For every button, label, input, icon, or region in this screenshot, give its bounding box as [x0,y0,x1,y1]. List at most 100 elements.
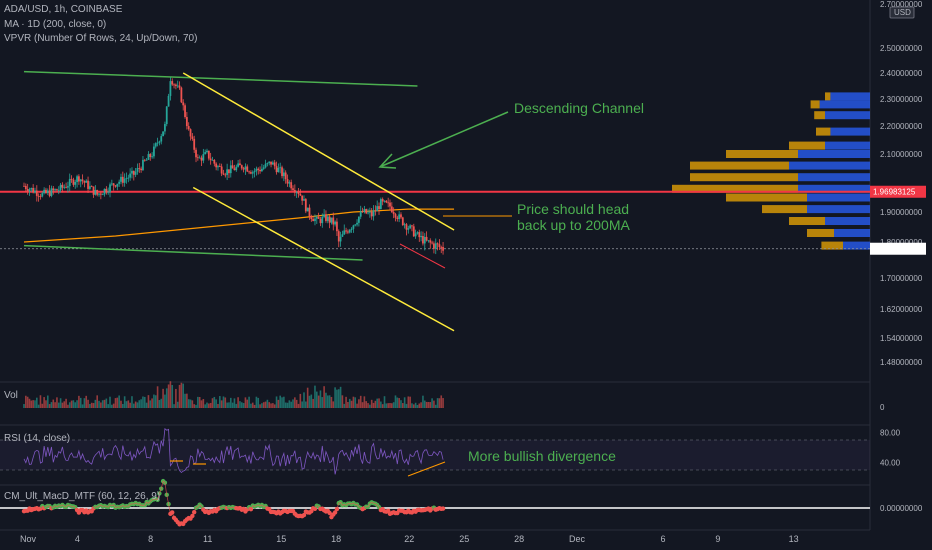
volume-bar [376,398,378,408]
candle-body [107,191,110,193]
candle-body [121,176,124,183]
volume-bar [79,397,82,408]
candle-body [191,136,194,139]
volume-bar [337,389,340,408]
volume-bar [306,387,309,408]
volume-bar [361,402,364,408]
candle-body [23,185,25,187]
volume-bar [127,400,130,408]
candle-body [202,154,205,161]
volume-bar [286,402,289,408]
candle-body [418,232,421,238]
volume-bar [253,404,256,408]
time-tick-label: 13 [789,534,799,544]
volume-bar [160,398,163,408]
candle-body [114,185,117,187]
candle-body [237,163,240,167]
candle-body [420,236,423,238]
candle-body [28,189,31,192]
vpvr-up-bar [789,217,825,225]
candle-body [103,188,106,195]
volume-bar [314,385,316,408]
candle-body [282,172,285,177]
volume-bar [211,398,214,408]
candle-body [359,211,362,217]
volume-bar [134,401,137,408]
volume-bar [164,394,166,408]
candle-body [185,117,188,127]
candle-body [162,131,164,137]
volume-bar [68,402,71,408]
volume-bar [222,396,225,408]
candle-body [153,146,155,157]
candle-body [72,179,75,185]
volume-bar [284,402,287,408]
candle-body [109,184,111,192]
volume-bar [191,400,194,408]
candle-body [317,216,320,219]
ma-200-line [23,208,455,243]
candle-body [57,190,60,191]
vol-legend[interactable]: Vol [4,390,18,401]
candle-body [116,183,119,187]
candle-body [312,219,315,222]
volume-bar [370,399,373,408]
vpvr-legend[interactable]: VPVR (Number Of Rows, 24, Up/Down, 70) [4,33,198,44]
candle-body [433,243,435,249]
volume-bar [414,402,417,408]
volume-bar [336,389,338,408]
vpvr-up-bar [814,111,825,120]
vpvr-down-bar [834,229,870,237]
volume-bar [72,400,75,408]
candle-body [385,200,388,203]
ma-legend[interactable]: MA · 1D (200, close, 0) [4,19,107,30]
candle-body [405,224,408,230]
volume-bar [151,398,153,408]
candle-body [392,212,395,215]
rsi-band [0,440,870,470]
candle-body [275,166,278,173]
candle-body [235,166,238,171]
volume-bar [431,398,433,408]
candle-body [361,211,364,213]
candle-body [118,181,121,184]
volume-bar [246,399,249,408]
vpvr-up-bar [726,193,807,202]
candle-body [24,185,27,189]
volume-bar [394,395,397,408]
candle-body [68,178,71,187]
volume-bar [365,401,368,408]
candle-body [374,210,377,212]
volume-bar [407,396,410,408]
candle-body [125,178,128,179]
symbol-legend[interactable]: ADA/USD, 1h, COINBASE [4,4,123,15]
candle-body [396,217,399,220]
rsi-legend[interactable]: RSI (14, close) [4,433,71,444]
volume-bar [92,403,95,408]
volume-bar [94,399,97,408]
price-tick-label: 2.50000000 [880,44,923,53]
volume-bar [272,403,274,408]
candle-body [218,166,221,167]
candle-body [26,188,29,192]
candle-body [151,156,153,158]
volume-bar [118,395,120,408]
candle-body [345,230,347,232]
volume-bar [259,404,261,408]
vpvr-up-bar [810,100,820,109]
macd-legend[interactable]: CM_Ult_MacD_MTF (60, 12, 26, 9) [4,491,161,502]
candle-body [257,168,260,170]
candle-body [217,166,219,168]
volume-bar [392,402,395,408]
volume-bar [378,398,380,408]
volume-bar [317,395,320,408]
volume-bar [26,396,29,408]
volume-bar [316,391,318,408]
volume-bar [383,396,386,408]
volume-bar [266,399,269,408]
candle-body [67,186,69,188]
volume-bar [43,397,45,408]
macd-point [440,506,446,511]
candle-body [368,211,371,213]
